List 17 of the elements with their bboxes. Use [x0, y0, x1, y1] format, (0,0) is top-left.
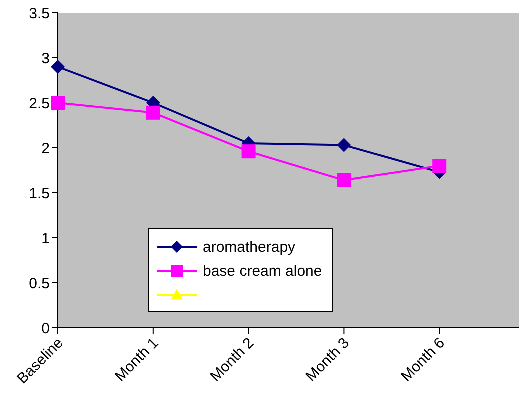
y-tick-label: 2	[42, 140, 50, 158]
point	[242, 144, 256, 159]
point	[337, 138, 352, 152]
legend-label: aromatherapy	[203, 238, 296, 256]
point	[51, 60, 65, 74]
legend-label: base cream alone	[203, 262, 322, 280]
y-tick-label: 3.5	[29, 5, 50, 22]
y-tick-label: 1	[42, 230, 50, 248]
y-tick-label: 3	[42, 50, 50, 68]
y-tick-label: 1.5	[29, 185, 50, 202]
point	[337, 173, 352, 188]
y-tick-label: 0.5	[29, 275, 50, 292]
y-tick-label: 0	[42, 320, 50, 338]
point	[51, 96, 65, 110]
y-tick-label: 2.5	[29, 95, 50, 112]
point	[432, 159, 447, 173]
point	[146, 106, 160, 120]
